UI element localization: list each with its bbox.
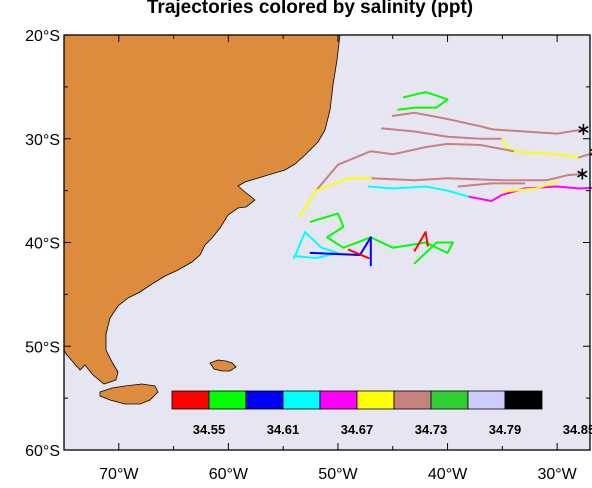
longitude-axis: 70°W 60°W 50°W 40°W 30°W	[63, 35, 578, 483]
trajectory-segment	[457, 182, 526, 188]
colorbar-label: 34.67	[341, 422, 374, 437]
trajectory-segment	[367, 185, 471, 198]
lat-tick-label: 60°S	[25, 443, 60, 460]
latitude-axis: 20°S 30°S 40°S 50°S 60°S	[25, 28, 590, 460]
asterisk-marker-icon	[578, 123, 589, 135]
trajectory-segment	[298, 177, 372, 218]
trajectory-3	[298, 142, 584, 218]
colorbar-box	[208, 390, 247, 410]
tierra-del-fuego	[99, 383, 159, 405]
colorbar-box	[467, 390, 506, 410]
trajectory-5	[293, 91, 454, 267]
colorbar-box	[319, 390, 358, 410]
trajectory-2	[380, 127, 592, 159]
trajectory-segment	[380, 127, 504, 140]
salinity-colorbar: 34.55 34.61 34.67 34.73 34.79 34.85	[171, 390, 592, 437]
trajectory-segment	[309, 236, 372, 267]
colorbar-label: 34.73	[415, 422, 448, 437]
trajectory-4	[367, 181, 592, 202]
land	[63, 34, 341, 405]
trajectory-segment	[309, 212, 454, 265]
colorbar-box	[282, 390, 321, 410]
trajectory-segment	[397, 91, 449, 111]
trajectory-segment	[501, 137, 580, 159]
lon-tick-label: 30°W	[537, 466, 577, 483]
trajectory-1	[391, 111, 585, 135]
colorbar-label: 34.55	[193, 422, 226, 437]
trajectory-start-markers	[577, 123, 592, 180]
lon-tick-label: 40°W	[428, 466, 468, 483]
lon-tick-label: 70°W	[99, 466, 139, 483]
lon-tick-label: 60°W	[209, 466, 249, 483]
colorbar-box	[430, 390, 469, 410]
plot-title: Trajectories colored by salinity (ppt)	[146, 0, 474, 18]
trajectory-segment	[369, 173, 584, 182]
trajectory-segment	[491, 128, 585, 135]
falkland-islands	[209, 359, 237, 372]
colorbar-label: 34.79	[489, 422, 522, 437]
south-america-landmass	[63, 34, 341, 385]
trajectory-segment	[293, 231, 339, 260]
lat-tick-label: 40°S	[25, 236, 60, 253]
trajectory-segment	[578, 152, 592, 159]
trajectory-segment	[413, 231, 429, 252]
colorbar-box	[171, 390, 210, 410]
lat-tick-label: 30°S	[25, 132, 60, 149]
asterisk-marker-icon	[577, 168, 588, 180]
trajectory-segment	[347, 248, 370, 260]
colorbar-box	[393, 390, 432, 410]
trajectory-segment	[501, 181, 559, 193]
colorbar-label: 34.85	[563, 422, 592, 437]
trajectory-segment	[468, 185, 592, 202]
trajectory-segment	[391, 111, 494, 131]
trajectories	[293, 91, 592, 267]
trajectory-segment	[315, 142, 515, 192]
colorbar-label: 34.61	[267, 422, 300, 437]
colorbar-box	[356, 390, 395, 410]
lat-tick-label: 20°S	[25, 28, 60, 45]
lon-tick-label: 50°W	[318, 466, 358, 483]
colorbar-box	[504, 390, 543, 410]
lat-tick-label: 50°S	[25, 339, 60, 356]
colorbar-box	[245, 390, 284, 410]
